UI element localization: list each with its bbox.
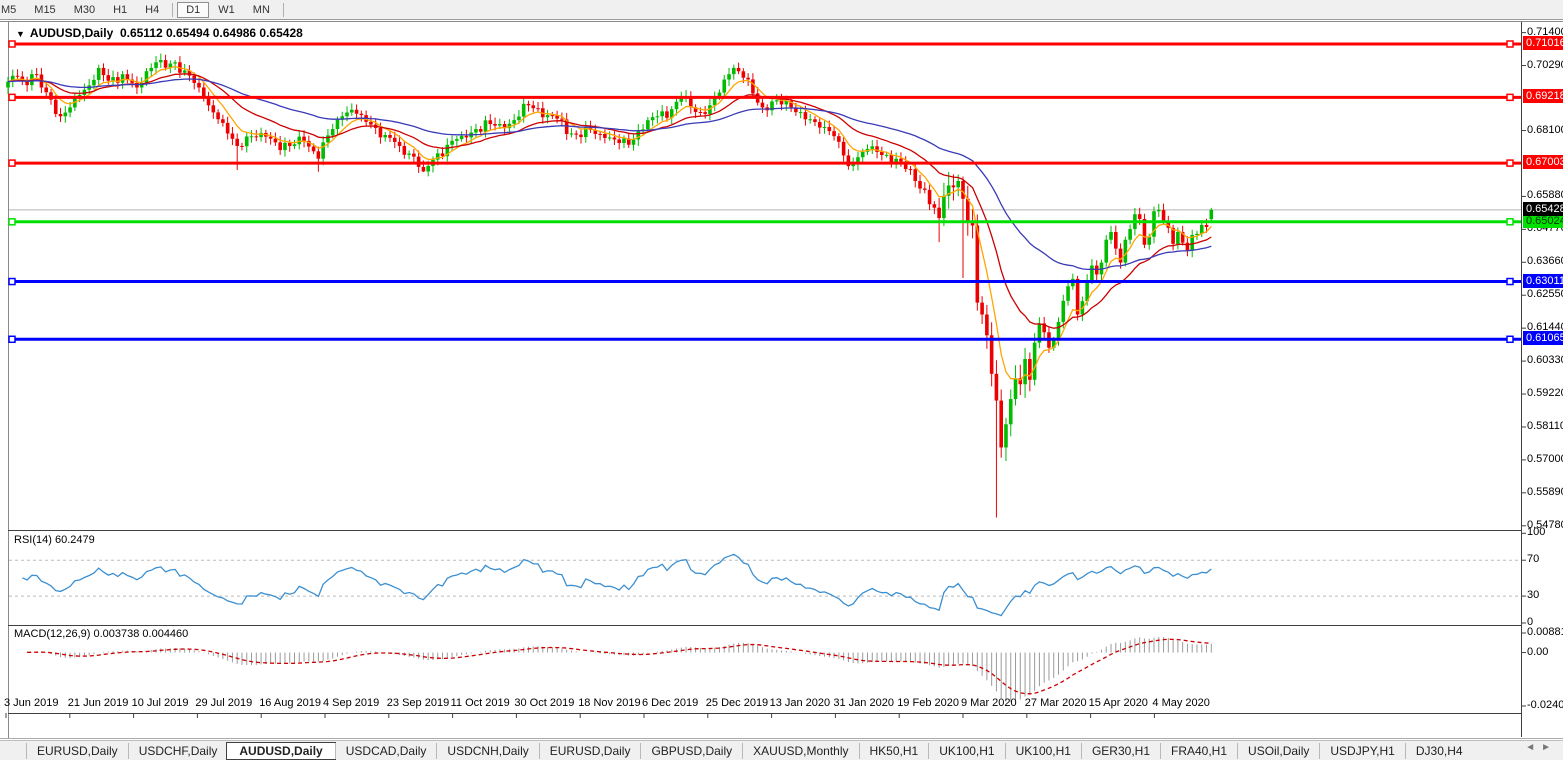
price-axis-tick: 0.63660 xyxy=(1527,255,1563,268)
chart-ohlc-values: 0.65112 0.65494 0.64986 0.65428 xyxy=(119,26,303,40)
chart-symbol-label: AUDUSD,Daily xyxy=(29,26,114,40)
price-axis-tick: 0.54780 xyxy=(1527,518,1563,531)
rsi-axis-tick: 100 xyxy=(1527,526,1546,539)
timeframe-button-d1[interactable]: D1 xyxy=(177,1,210,18)
symbol-tab-usdcnh-daily[interactable]: USDCNH,Daily xyxy=(436,743,538,759)
toolbar-separator xyxy=(172,2,174,17)
date-axis-label: 10 Jul 2019 xyxy=(131,697,189,709)
date-axis-label: 4 May 2020 xyxy=(1152,697,1210,709)
rsi-axis-tick: 0 xyxy=(1527,616,1534,628)
price-axis-tick: 0.71400 xyxy=(1527,25,1563,38)
price-level-label: 0.63011 xyxy=(1523,273,1563,288)
symbol-tab-dj30-h4[interactable]: DJ30,H4 xyxy=(1404,743,1473,759)
date-axis-label: 3 Jun 2019 xyxy=(4,697,59,709)
chart-window[interactable]: ▼ AUDUSD,Daily 0.65112 0.65494 0.64986 0.… xyxy=(0,20,1563,739)
symbol-tab-xauusd-monthly[interactable]: XAUUSD,Monthly xyxy=(742,743,858,759)
date-axis-label: 18 Nov 2019 xyxy=(578,697,641,709)
symbol-tab-usdcad-daily[interactable]: USDCAD,Daily xyxy=(334,743,437,759)
date-axis-label: 16 Aug 2019 xyxy=(259,697,321,709)
price-axis-tick: 0.55890 xyxy=(1527,485,1563,498)
symbol-tab-bar: EURUSD,Daily USDCHF,Daily AUDUSD,Daily USDC… xyxy=(0,740,1563,760)
symbol-tab-usdchf-daily[interactable]: USDCHF,Daily xyxy=(127,743,228,759)
timeframe-toolbar: M5 M15 M30 H1 H4 D1 W1 MN xyxy=(0,0,1563,20)
price-axis-tick: 0.62550 xyxy=(1527,288,1563,301)
tab-scroll-arrows[interactable]: ◄► xyxy=(1525,742,1557,753)
price-axis-tick: 0.60330 xyxy=(1527,354,1563,367)
date-axis-label: 30 Oct 2019 xyxy=(514,697,575,709)
date-axis-label: 11 Oct 2019 xyxy=(450,697,510,709)
date-axis-label: 29 Jul 2019 xyxy=(195,697,253,709)
macd-axis-tick: 0.00 xyxy=(1527,645,1549,658)
timeframe-button-m15[interactable]: M15 xyxy=(34,3,56,16)
price-axis-tick: 0.58110 xyxy=(1527,419,1563,432)
timeframe-button-h1[interactable]: H1 xyxy=(113,3,128,16)
symbol-tab-gbpusd-daily[interactable]: GBPUSD,Daily xyxy=(640,743,742,759)
chart-title: ▼ AUDUSD,Daily 0.65112 0.65494 0.64986 0.… xyxy=(16,26,303,40)
date-axis-label: 15 Apr 2020 xyxy=(1088,697,1148,709)
timeframe-button-w1[interactable]: W1 xyxy=(218,3,235,16)
price-axis-tick: 0.59220 xyxy=(1527,387,1563,400)
symbol-tab-eurusd-daily[interactable]: EURUSD,Daily xyxy=(538,743,641,759)
price-axis-tick: 0.65880 xyxy=(1527,189,1563,202)
macd-indicator-label: MACD(12,26,9) 0.003738 0.004460 xyxy=(14,628,189,640)
timeframe-button-mn[interactable]: MN xyxy=(252,3,270,16)
symbol-tab-uk100-h1[interactable]: UK100,H1 xyxy=(1004,743,1081,759)
rsi-axis-tick: 70 xyxy=(1527,553,1540,566)
timeframe-button-h4[interactable]: H4 xyxy=(145,3,160,16)
date-axis-label: 21 Jun 2019 xyxy=(67,697,129,709)
rsi-axis-tick: 30 xyxy=(1527,589,1540,602)
price-axis-tick: 0.61440 xyxy=(1527,321,1563,334)
date-axis-label: 6 Dec 2019 xyxy=(642,697,699,709)
price-axis-tick: 0.70290 xyxy=(1527,58,1563,71)
date-axis-label: 9 Mar 2020 xyxy=(961,697,1017,709)
symbol-tab-audusd-daily[interactable]: AUDUSD,Daily xyxy=(226,742,336,760)
symbol-tab-ger30-h1[interactable]: GER30,H1 xyxy=(1080,743,1160,759)
date-axis-label: 19 Feb 2020 xyxy=(897,697,959,709)
current-price-label: 0.65428 xyxy=(1523,201,1563,216)
tab-scroll-left-icon[interactable]: ◄ xyxy=(1525,742,1542,753)
price-level-label: 0.69218 xyxy=(1523,89,1563,104)
chevron-down-icon[interactable]: ▼ xyxy=(16,29,25,39)
date-axis-label: 23 Sep 2019 xyxy=(386,697,450,709)
price-axis-tick: 0.57000 xyxy=(1527,452,1563,465)
macd-axis-tick: 0.008815 xyxy=(1527,626,1563,638)
rsi-indicator-label: RSI(14) 60.2479 xyxy=(14,534,95,546)
price-level-label: 0.65024 xyxy=(1523,213,1563,228)
macd-axis-tick: -0.024082 xyxy=(1527,699,1563,711)
tab-scroll-right-icon[interactable]: ► xyxy=(1541,742,1557,753)
timeframe-button-m30[interactable]: M30 xyxy=(73,3,96,16)
date-axis-label: 31 Jan 2020 xyxy=(833,697,894,709)
toolbar-separator xyxy=(282,2,284,17)
symbol-tab-hk50-h1[interactable]: HK50,H1 xyxy=(858,743,929,759)
price-level-label: 0.71016 xyxy=(1523,36,1563,50)
date-axis-label: 13 Jan 2020 xyxy=(769,697,831,709)
date-axis-label: 4 Sep 2019 xyxy=(323,697,380,709)
symbol-tab-usdjpy-h1[interactable]: USDJPY,H1 xyxy=(1319,743,1404,759)
price-level-label: 0.61065 xyxy=(1523,331,1563,346)
symbol-tab-eurusd-daily[interactable]: EURUSD,Daily xyxy=(26,743,128,759)
timeframe-button-m5[interactable]: M5 xyxy=(1,3,17,16)
date-axis-label: 27 Mar 2020 xyxy=(1024,697,1087,709)
date-axis-label: 25 Dec 2019 xyxy=(705,697,769,709)
price-axis-tick: 0.68100 xyxy=(1527,123,1563,136)
symbol-tab-uk100-h1[interactable]: UK100,H1 xyxy=(928,743,1004,759)
price-level-label: 0.67003 xyxy=(1523,155,1563,170)
symbol-tab-usoil-daily[interactable]: USOil,Daily xyxy=(1237,743,1319,759)
symbol-tab-fra40-h1[interactable]: FRA40,H1 xyxy=(1160,743,1237,759)
